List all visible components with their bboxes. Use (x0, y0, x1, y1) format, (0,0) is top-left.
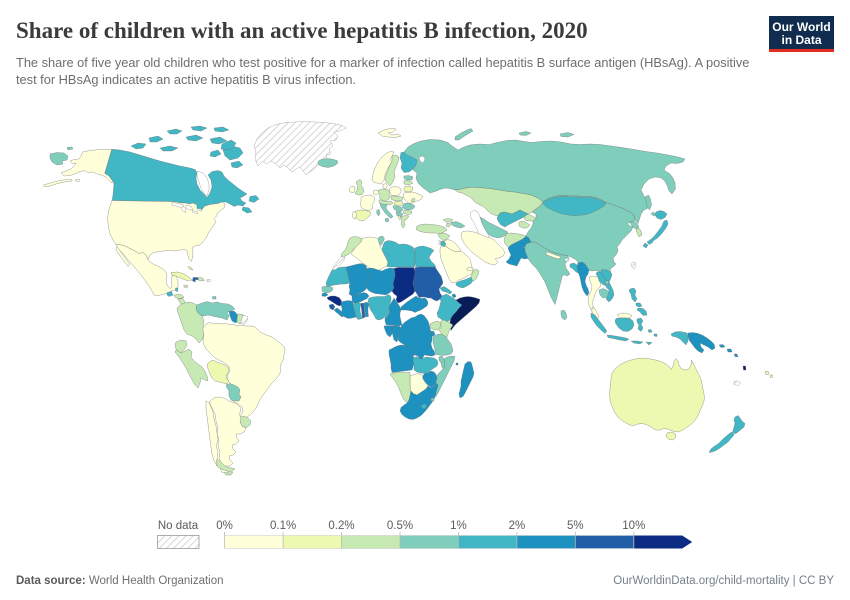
svg-text:5%: 5% (567, 520, 584, 532)
svg-text:0.1%: 0.1% (270, 520, 296, 532)
svg-text:0%: 0% (216, 520, 233, 532)
svg-text:10%: 10% (622, 520, 645, 532)
svg-text:1%: 1% (450, 520, 467, 532)
svg-text:No data: No data (158, 520, 199, 532)
svg-text:0.2%: 0.2% (328, 520, 354, 532)
svg-text:0.5%: 0.5% (387, 520, 413, 532)
svg-text:2%: 2% (509, 520, 526, 532)
